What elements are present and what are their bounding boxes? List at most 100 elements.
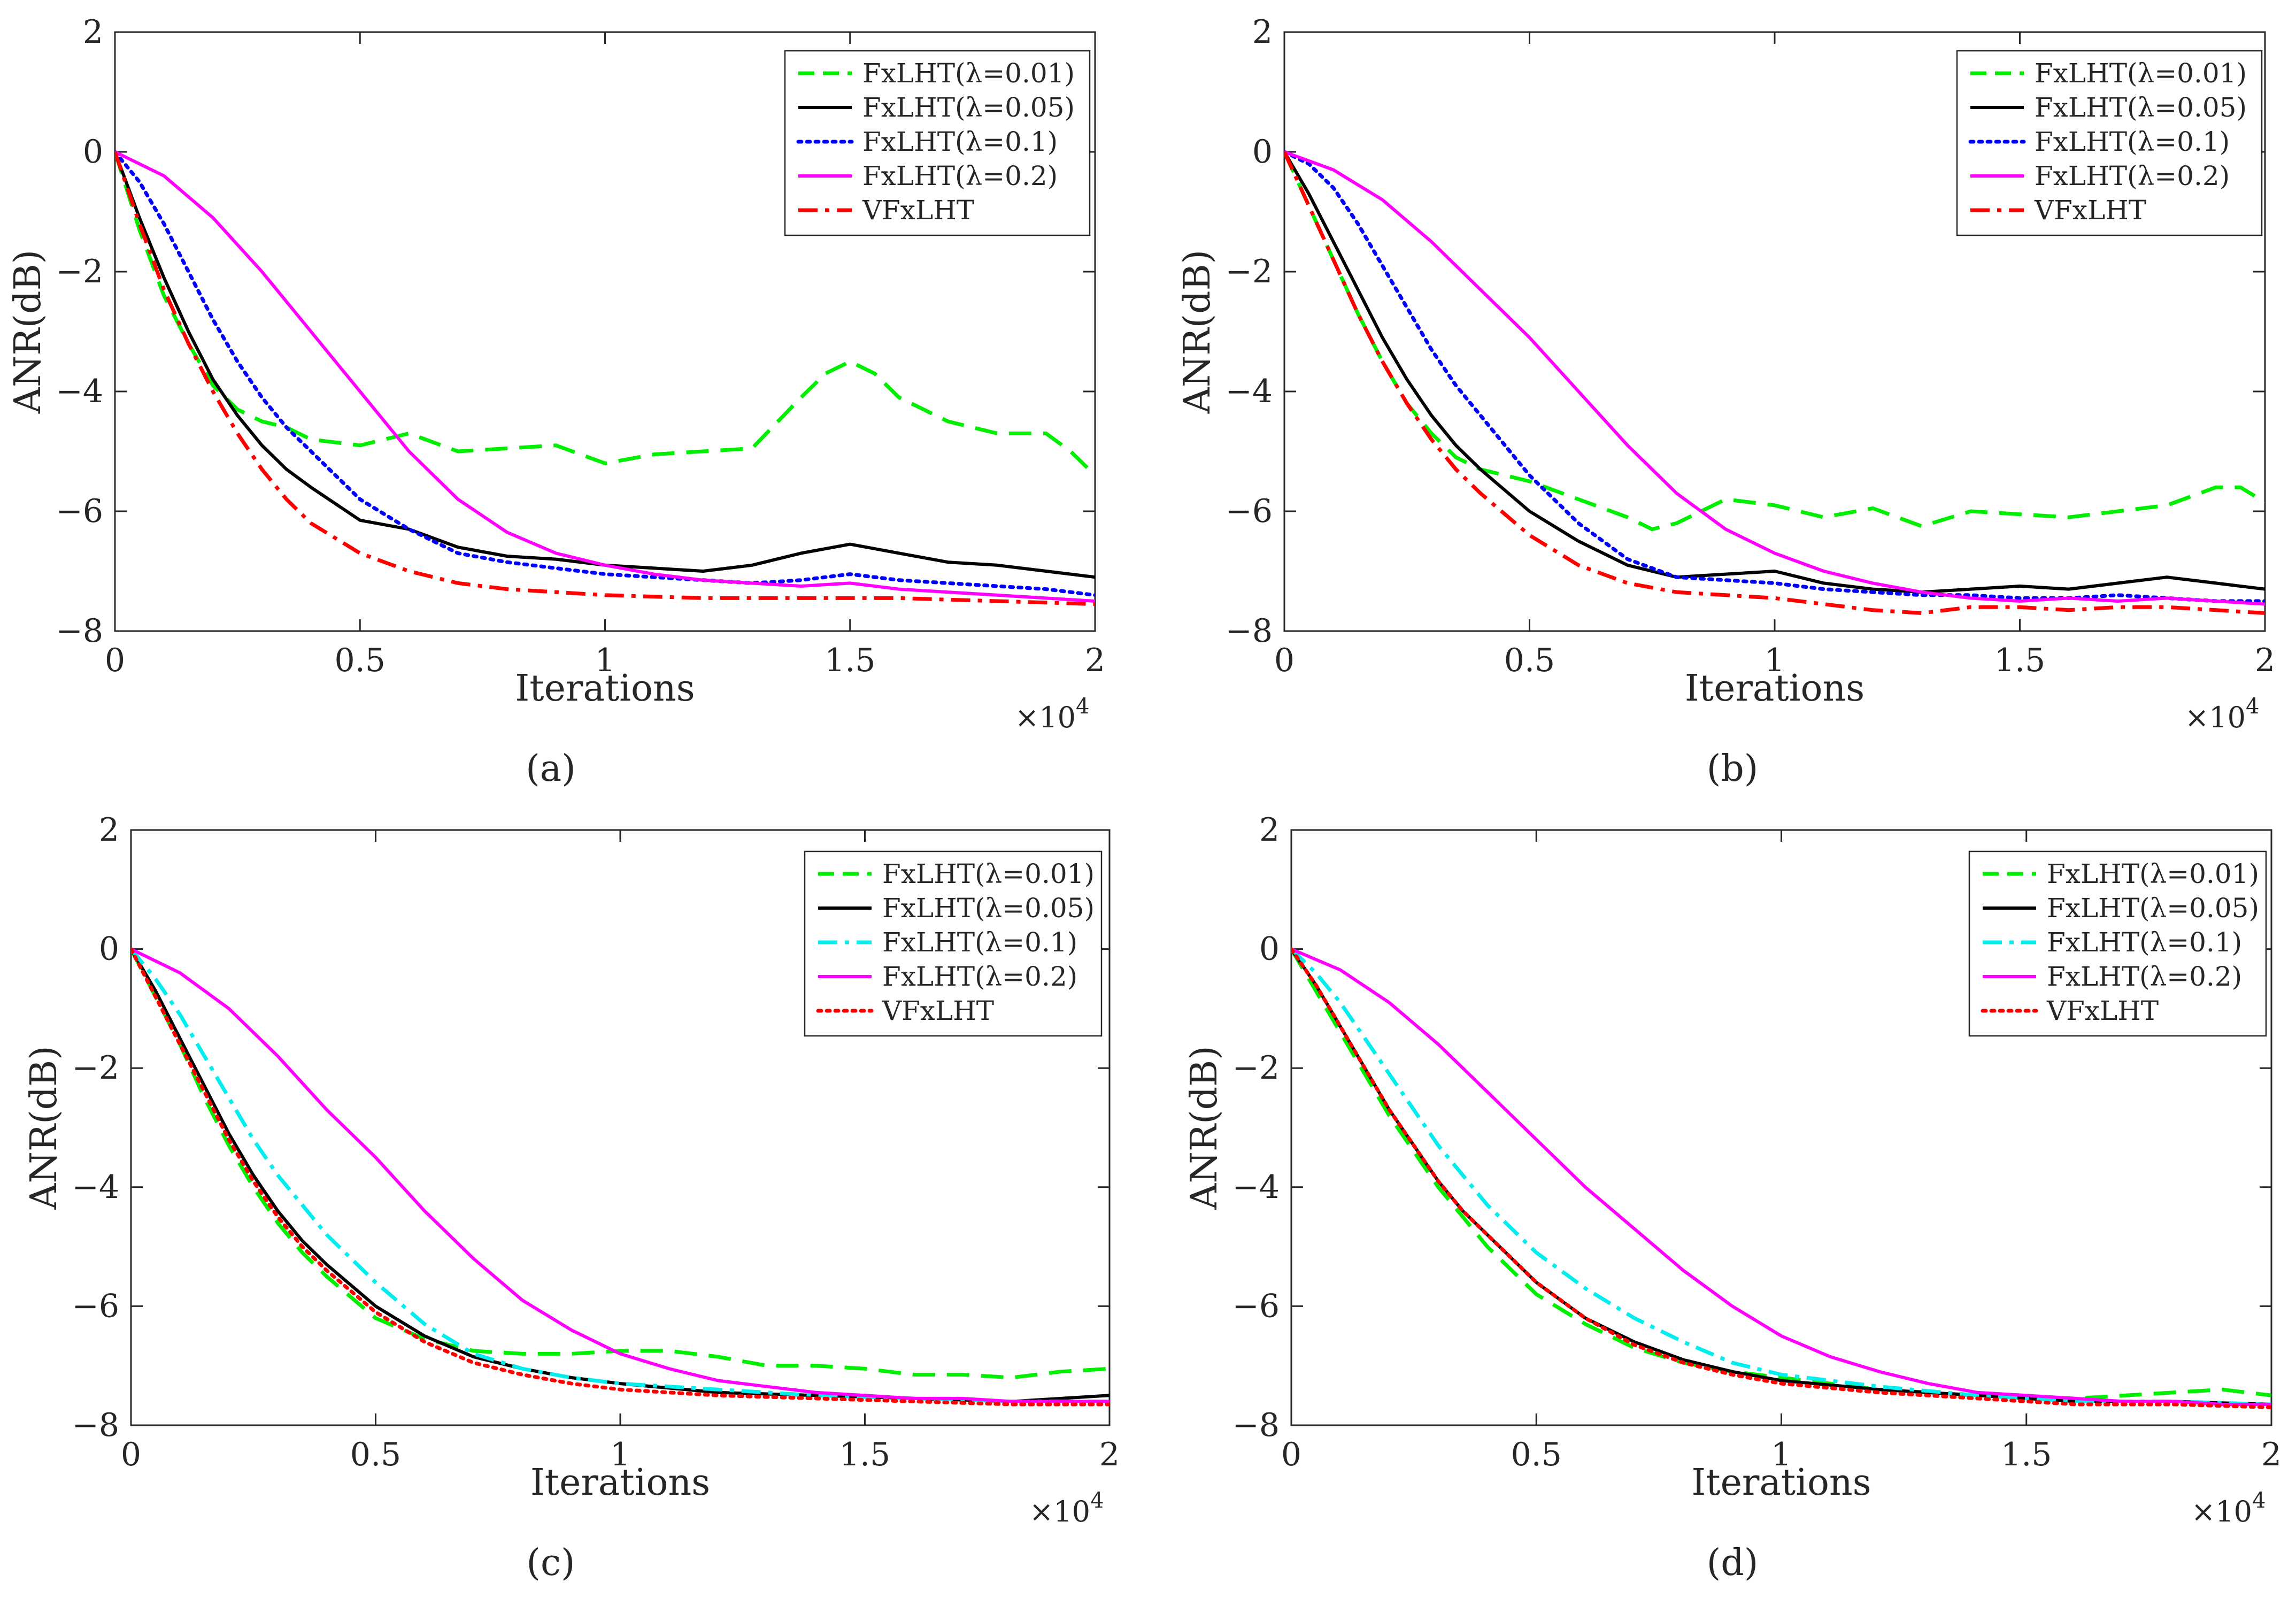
legend-label: FxLHT(λ=0.2): [2035, 160, 2230, 191]
series-line-5: [115, 151, 1095, 606]
x-tick-label: 2: [1099, 1436, 1120, 1473]
series-line-1: [131, 948, 1110, 1380]
x-tick-label: 2: [1085, 642, 1105, 679]
y-tick-label: −8: [1226, 612, 1273, 650]
x-tick-label: 1.5: [2001, 1436, 2052, 1473]
y-axis-label: ANR(dB): [1176, 250, 1219, 414]
legend-label: VFxLHT: [2046, 995, 2159, 1026]
x-tick-label: 0.5: [335, 642, 386, 679]
series-line-2: [131, 948, 1110, 1403]
x-tick-label: 0.5: [1504, 642, 1555, 679]
panel-caption: (d): [1707, 1542, 1759, 1584]
series-line-4: [1291, 947, 2271, 1406]
legend: FxLHT(λ=0.01) FxLHT(λ=0.05)FxLHT(λ=0.1)Fx…: [1968, 850, 2267, 1037]
x-axis-label: Iterations: [1691, 1462, 1871, 1504]
legend-box: [1968, 850, 2267, 1037]
legend-label: FxLHT(λ=0.1): [2047, 927, 2242, 958]
y-tick-label: −2: [72, 1049, 119, 1087]
y-tick-label: −8: [1232, 1407, 1280, 1444]
x-axis-multiplier: ×104: [1029, 1488, 1104, 1528]
x-axis-multiplier: ×104: [2191, 1488, 2266, 1528]
y-tick-label: −2: [1232, 1049, 1280, 1087]
series-line-5: [1291, 947, 2271, 1410]
x-tick-label: 0: [1281, 1436, 1301, 1473]
series-line-4: [115, 150, 1095, 603]
x-tick-label: 1: [1765, 642, 1785, 679]
chart-panel-a: 0 0.5 1 1.5 2 −8 −6 −4 −2 0 2 Iterations ANR(dB) ×104…: [7, 13, 1105, 790]
legend: FxLHT(λ=0.01)FxLHT(λ=0.05)FxLHT(λ=0.1)Fx…: [1956, 50, 2263, 236]
y-tick-label: −4: [72, 1169, 119, 1206]
chart-panel-b: 0 0.5 1 1.5 2 −8 −6 −4 −2 0 2 Iterations ANR(dB) ×104…: [1176, 13, 2275, 790]
x-tick-label: 1: [610, 1436, 630, 1473]
x-tick-label: 1: [1771, 1436, 1791, 1473]
y-tick-label: −2: [56, 253, 103, 290]
x-tick-label: 1.5: [839, 1436, 890, 1473]
series-group: [131, 947, 1110, 1407]
x-tick-label: 1.5: [1994, 642, 2045, 679]
y-tick-label: −4: [56, 373, 103, 410]
legend: FxLHT(λ=0.01)FxLHT(λ=0.05)FxLHT(λ=0.1)Fx…: [784, 50, 1091, 236]
legend-label: FxLHT(λ=0.05): [882, 893, 1095, 924]
legend-label: FxLHT(λ=0.1): [862, 126, 1058, 157]
x-axis-label: Iterations: [1685, 667, 1864, 710]
x-axis-label: Iterations: [530, 1462, 710, 1504]
y-axis-label: ANR(dB): [1183, 1046, 1226, 1210]
legend-label: FxLHT(λ=0.2): [882, 961, 1077, 992]
y-tick-label: −4: [1226, 373, 1273, 410]
legend-label: FxLHT(λ=0.01): [862, 58, 1075, 89]
x-tick-label: 1.5: [825, 642, 875, 679]
x-axis-multiplier: ×104: [2185, 694, 2259, 734]
x-tick-label: 0: [105, 642, 125, 679]
series-line-5: [131, 947, 1110, 1407]
series-group: [1284, 150, 2265, 615]
legend-label: FxLHT(λ=0.01): [2047, 858, 2259, 889]
legend-label: FxLHT(λ=0.2): [2047, 961, 2242, 992]
legend-label: FxLHT(λ=0.01): [882, 858, 1095, 889]
panel-caption: (c): [526, 1542, 575, 1584]
legend-label: VFxLHT: [882, 995, 994, 1026]
series-line-3: [115, 150, 1095, 597]
y-tick-label: −6: [1226, 493, 1273, 530]
legend-label: FxLHT(λ=0.05): [862, 92, 1075, 123]
series-line-1: [1284, 151, 2265, 532]
y-tick-label: −6: [56, 493, 103, 530]
y-tick-label: 0: [1259, 931, 1280, 968]
series-line-1: [115, 151, 1095, 477]
y-tick-label: 0: [99, 931, 119, 968]
series-group: [115, 150, 1095, 606]
x-tick-label: 1: [595, 642, 615, 679]
y-tick-label: −8: [72, 1407, 119, 1444]
y-axis-label: ANR(dB): [7, 250, 49, 414]
y-tick-label: 2: [83, 13, 103, 51]
chart-panel-d: 0 0.5 1 1.5 2 −8 −6 −4 −2 0 2 Iterations ANR(dB) ×104…: [1183, 811, 2282, 1584]
series-group: [1291, 947, 2271, 1410]
y-tick-label: −6: [72, 1287, 119, 1325]
legend: FxLHT(λ=0.01) FxLHT(λ=0.05)FxLHT(λ=0.1)Fx…: [804, 850, 1103, 1037]
y-tick-label: 0: [1252, 133, 1273, 171]
legend-label: FxLHT(λ=0.05): [2047, 893, 2259, 924]
y-tick-label: 0: [83, 133, 103, 171]
x-tick-label: 0: [121, 1436, 141, 1473]
y-tick-label: 2: [1259, 811, 1280, 849]
series-line-2: [115, 151, 1095, 579]
series-line-1: [1291, 948, 2271, 1401]
legend-label: FxLHT(λ=0.05): [2035, 92, 2247, 123]
x-axis-multiplier: ×104: [1015, 694, 1089, 734]
x-tick-label: 2: [2261, 1436, 2282, 1473]
y-tick-label: −6: [1232, 1287, 1280, 1325]
legend-label: FxLHT(λ=0.1): [882, 927, 1077, 958]
x-tick-label: 0.5: [1511, 1436, 1562, 1473]
series-line-4: [131, 947, 1110, 1403]
legend-box: [804, 850, 1103, 1037]
legend-label: VFxLHT: [862, 195, 974, 226]
y-tick-label: −2: [1226, 253, 1273, 290]
series-line-3: [1291, 948, 2271, 1407]
y-tick-label: −8: [56, 612, 103, 650]
panel-caption: (b): [1707, 748, 1759, 790]
y-axis-label: ANR(dB): [23, 1046, 65, 1210]
series-line-5: [1284, 151, 2265, 615]
legend-label: FxLHT(λ=0.1): [2035, 126, 2230, 157]
legend-label: FxLHT(λ=0.01): [2035, 58, 2247, 89]
legend-label: VFxLHT: [2034, 195, 2146, 226]
